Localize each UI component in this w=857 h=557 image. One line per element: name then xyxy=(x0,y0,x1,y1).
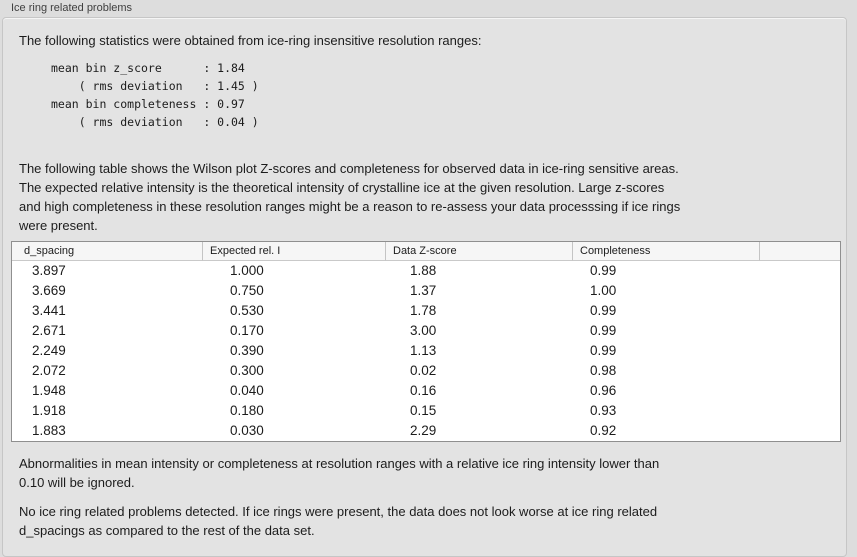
table-cell: 1.78 xyxy=(410,303,437,318)
table-cell: 3.669 xyxy=(32,283,66,298)
table-cell: 0.170 xyxy=(230,323,264,338)
table-row[interactable]: 3.897 1.000 1.88 0.99 xyxy=(12,261,840,281)
table-cell xyxy=(759,401,840,421)
ice-ring-table[interactable]: d_spacing Expected rel. I Data Z-score Comp… xyxy=(11,241,841,442)
table-row[interactable]: 2.072 0.300 0.02 0.98 xyxy=(12,361,840,381)
table-cell xyxy=(759,421,840,441)
table-row[interactable]: 2.671 0.170 3.00 0.99 xyxy=(12,321,840,341)
ice-ring-groupbox: The following statistics were obtained f… xyxy=(2,17,847,557)
table-cell: 2.249 xyxy=(32,343,66,358)
intro-text: The following statistics were obtained f… xyxy=(19,33,482,48)
table-cell: 1.948 xyxy=(32,383,66,398)
table-cell xyxy=(759,261,840,281)
description-text: The following table shows the Wilson plo… xyxy=(19,161,681,233)
table-cell xyxy=(759,381,840,401)
table-cell: 1.918 xyxy=(32,403,66,418)
table-cell xyxy=(759,301,840,321)
table-cell: 3.897 xyxy=(32,263,66,278)
table-cell: 1.13 xyxy=(410,343,437,358)
table-cell: 0.02 xyxy=(410,363,437,378)
table-cell: 0.99 xyxy=(590,263,617,278)
table-cell: 3.441 xyxy=(32,303,66,318)
table-cell: 1.883 xyxy=(32,423,66,438)
table-cell: 1.000 xyxy=(230,263,264,278)
column-header[interactable] xyxy=(759,242,840,261)
table-cell: 0.390 xyxy=(230,343,264,358)
column-header[interactable]: Completeness xyxy=(572,242,759,261)
table-cell: 1.00 xyxy=(590,283,617,298)
table-cell: 3.00 xyxy=(410,323,437,338)
table-row[interactable]: 3.441 0.530 1.78 0.99 xyxy=(12,301,840,321)
column-header[interactable]: Data Z-score xyxy=(385,242,572,261)
table-cell: 2.671 xyxy=(32,323,66,338)
table-cell: 0.16 xyxy=(410,383,437,398)
table-cell xyxy=(759,321,840,341)
table-cell: 0.93 xyxy=(590,403,617,418)
table-cell: 0.99 xyxy=(590,303,617,318)
table-cell: 0.530 xyxy=(230,303,264,318)
table-cell xyxy=(759,281,840,301)
stats-block: mean bin z_score : 1.84 ( rms deviation … xyxy=(51,61,259,129)
table-cell: 0.180 xyxy=(230,403,264,418)
table-row[interactable]: 1.883 0.030 2.29 0.92 xyxy=(12,421,840,441)
panel-title: Ice ring related problems xyxy=(11,2,133,14)
conclusion-text: No ice ring related problems detected. I… xyxy=(19,504,658,538)
table-cell: 1.37 xyxy=(410,283,437,298)
table-cell: 2.29 xyxy=(410,423,437,438)
table-cell xyxy=(759,361,840,381)
table-header: d_spacing Expected rel. I Data Z-score Comp… xyxy=(12,242,840,261)
table-cell xyxy=(759,341,840,361)
table-row[interactable]: 1.918 0.180 0.15 0.93 xyxy=(12,401,840,421)
column-header[interactable]: d_spacing xyxy=(12,242,202,261)
table-cell: 0.99 xyxy=(590,343,617,358)
column-header[interactable]: Expected rel. I xyxy=(202,242,385,261)
table-cell: 0.750 xyxy=(230,283,264,298)
table-row[interactable]: 2.249 0.390 1.13 0.99 xyxy=(12,341,840,361)
table-header-row: d_spacing Expected rel. I Data Z-score Comp… xyxy=(12,242,840,261)
table-cell: 2.072 xyxy=(32,363,66,378)
table-cell: 0.98 xyxy=(590,363,617,378)
table-cell: 0.92 xyxy=(590,423,617,438)
table-cell: 0.15 xyxy=(410,403,437,418)
table-cell: 0.300 xyxy=(230,363,264,378)
table-row[interactable]: 3.669 0.750 1.37 1.00 xyxy=(12,281,840,301)
table-cell: 0.96 xyxy=(590,383,617,398)
ignore-note-text: Abnormalities in mean intensity or compl… xyxy=(19,456,660,490)
table-cell: 0.99 xyxy=(590,323,617,338)
table-cell: 0.030 xyxy=(230,423,264,438)
table-cell: 0.040 xyxy=(230,383,264,398)
table-body: 3.897 1.000 1.88 0.99 3.669 0.750 1.37 1.00 3.44… xyxy=(12,261,840,441)
table-row[interactable]: 1.948 0.040 0.16 0.96 xyxy=(12,381,840,401)
table-cell: 1.88 xyxy=(410,263,437,278)
